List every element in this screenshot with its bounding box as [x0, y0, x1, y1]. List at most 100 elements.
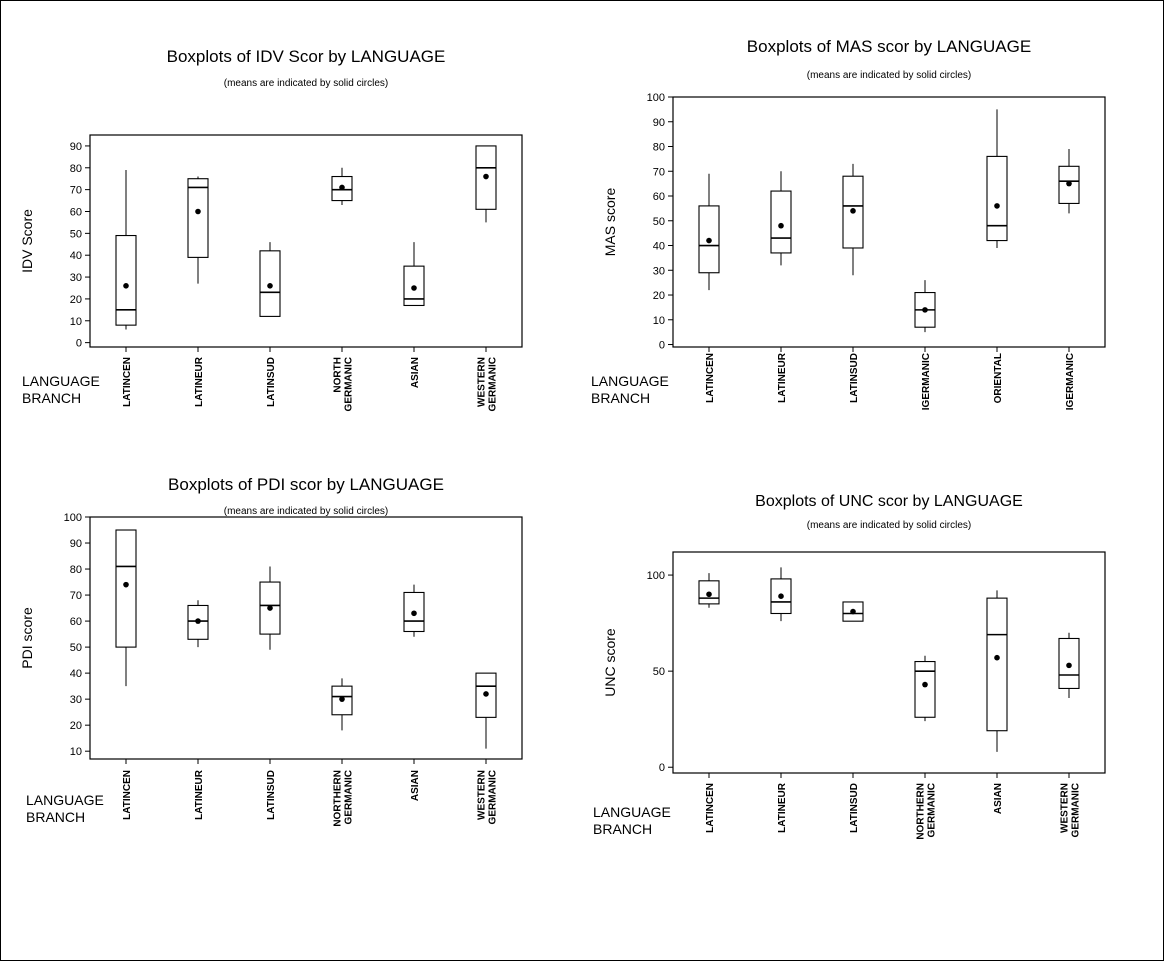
- category-label: GERMANIC: [488, 357, 499, 411]
- y-tick-label: 10: [70, 746, 82, 758]
- chart-subtitle: (means are indicated by solid circles): [224, 78, 389, 89]
- y-tick-label: 80: [653, 142, 665, 154]
- y-axis-label: MAS score: [602, 188, 618, 257]
- mean-dot: [411, 285, 417, 291]
- plot-area-frame: [672, 96, 1106, 348]
- category-label: LATINCEN: [705, 783, 716, 833]
- x-axis-label-line2: BRANCH: [26, 809, 85, 825]
- mean-dot: [850, 608, 856, 615]
- category-label: LATINSUD: [266, 770, 277, 820]
- mean-dot: [267, 283, 273, 289]
- mean-dot: [483, 691, 489, 697]
- chart-subtitle: (means are indicated by solid circles): [807, 520, 972, 531]
- y-tick-label: 60: [653, 191, 665, 203]
- category-label: NORTHERN: [916, 783, 927, 840]
- category-label: LATINSUD: [266, 357, 277, 407]
- y-tick-label: 0: [76, 338, 82, 350]
- category-label: GERMANIC: [1071, 783, 1082, 837]
- y-tick-label: 50: [653, 666, 665, 678]
- y-tick-label: 20: [653, 290, 665, 302]
- x-axis-label-line1: LANGUAGE: [593, 804, 671, 820]
- y-axis-label: PDI score: [19, 607, 35, 669]
- y-tick-label: 20: [70, 720, 82, 732]
- category-label: LATINSUD: [849, 353, 860, 403]
- box-iqr: [770, 190, 792, 254]
- category-label: LATINSUD: [849, 783, 860, 833]
- category-label: GERMANIC: [344, 357, 355, 411]
- category-label: NORTH: [333, 357, 344, 393]
- idv-boxplot-chart: Boxplots of IDV Scor by LANGUAGE (means a…: [19, 47, 523, 411]
- category-label: ASIAN: [410, 357, 421, 388]
- y-tick-label: 50: [70, 642, 82, 654]
- y-tick-label: 80: [70, 564, 82, 576]
- mean-dot: [994, 203, 1000, 209]
- y-tick-label: 30: [70, 694, 82, 706]
- y-tick-label: 70: [70, 590, 82, 602]
- x-axis-label-line1: LANGUAGE: [22, 373, 100, 389]
- mean-dot: [123, 581, 129, 588]
- x-axis-label-line1: LANGUAGE: [26, 792, 104, 808]
- mean-dot: [706, 591, 712, 598]
- mean-dot: [483, 173, 489, 180]
- y-tick-label: 80: [70, 163, 82, 175]
- y-axis-label: IDV Score: [19, 209, 35, 273]
- y-tick-label: 100: [647, 92, 665, 104]
- category-label: GERMANIC: [488, 770, 499, 824]
- mean-dot: [195, 208, 201, 215]
- category-label: LATINEUR: [777, 782, 788, 833]
- mean-dot: [706, 237, 712, 244]
- x-axis-label-line2: BRANCH: [22, 390, 81, 406]
- mean-dot: [778, 593, 784, 599]
- y-tick-label: 40: [70, 668, 82, 680]
- plot-area-frame: [89, 516, 523, 760]
- y-tick-label: 50: [653, 216, 665, 228]
- y-tick-label: 50: [70, 228, 82, 240]
- mean-dot: [778, 222, 784, 229]
- category-label: LATINEUR: [777, 352, 788, 403]
- category-label: IGERMANIC: [1065, 353, 1076, 410]
- mean-dot: [411, 610, 417, 617]
- category-label: LATINCEN: [122, 770, 133, 820]
- x-axis-label-line1: LANGUAGE: [591, 373, 669, 389]
- mean-dot: [339, 696, 345, 702]
- plot-area-frame: [672, 551, 1106, 774]
- category-label: ASIAN: [993, 783, 1004, 814]
- y-tick-label: 90: [70, 141, 82, 153]
- category-label: NORTHERN: [333, 770, 344, 827]
- mean-dot: [1066, 180, 1072, 187]
- chart-subtitle: (means are indicated by solid circles): [224, 506, 389, 517]
- box-iqr: [986, 597, 1008, 732]
- unc-boxplot-chart: Boxplots of UNC scor by LANGUAGE (means a…: [593, 493, 1106, 840]
- y-tick-label: 40: [70, 250, 82, 262]
- mean-dot: [994, 654, 1000, 661]
- plot-area-frame: [89, 134, 523, 348]
- y-tick-label: 40: [653, 241, 665, 253]
- mean-dot: [850, 208, 856, 214]
- category-label: GERMANIC: [344, 770, 355, 824]
- category-label: WESTERN: [477, 357, 488, 407]
- x-axis-label-line2: BRANCH: [591, 390, 650, 406]
- mean-dot: [922, 681, 928, 688]
- box-iqr: [986, 155, 1008, 242]
- chart-title: Boxplots of UNC scor by LANGUAGE: [755, 493, 1023, 510]
- y-tick-label: 0: [659, 762, 665, 774]
- y-tick-label: 100: [647, 570, 665, 582]
- box-iqr: [115, 529, 137, 648]
- chart-title: Boxplots of PDI scor by LANGUAGE: [168, 475, 444, 494]
- category-label: GERMANIC: [927, 783, 938, 837]
- y-tick-label: 100: [64, 512, 82, 524]
- mean-dot: [1066, 662, 1072, 669]
- category-label: ORIENTAL: [993, 353, 1004, 403]
- y-tick-label: 70: [653, 166, 665, 178]
- y-tick-label: 60: [70, 616, 82, 628]
- y-tick-label: 0: [659, 340, 665, 352]
- y-tick-label: 10: [70, 316, 82, 328]
- y-tick-label: 10: [653, 315, 665, 327]
- chart-title: Boxplots of MAS scor by LANGUAGE: [747, 37, 1031, 56]
- box-iqr: [187, 178, 209, 258]
- category-label: LATINEUR: [194, 356, 205, 407]
- y-tick-label: 90: [653, 117, 665, 129]
- pdi-boxplot-chart: Boxplots of PDI scor by LANGUAGE (means a…: [19, 475, 523, 827]
- category-label: WESTERN: [477, 770, 488, 820]
